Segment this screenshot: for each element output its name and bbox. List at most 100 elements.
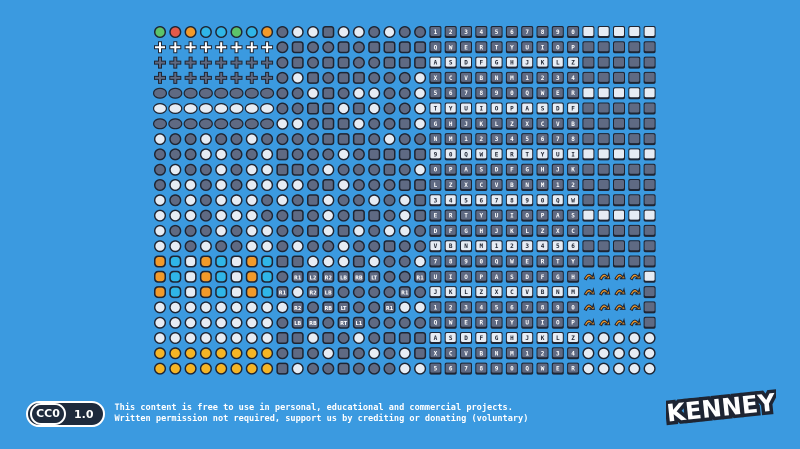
sprite-tile: Q: [490, 255, 503, 268]
sprite-tile: 2: [444, 26, 457, 38]
key-label: G: [464, 228, 468, 235]
sprite-tile: [215, 148, 228, 161]
key-label: R: [541, 259, 545, 266]
sprite-tile: A: [490, 270, 503, 283]
sprite-tile: [643, 286, 656, 299]
sprite-tile: [229, 118, 244, 130]
sprite-tile: [398, 347, 411, 360]
sprite-tile: [245, 286, 258, 299]
sprite-tile: 0: [444, 148, 457, 161]
sprite-tile: [245, 270, 258, 283]
sprite-tile: B: [536, 286, 549, 299]
sprite-tile: S: [567, 209, 580, 222]
sprite-tile: 5: [521, 133, 534, 146]
sprite-tile: [643, 148, 656, 161]
sprite-tile: R: [475, 316, 488, 329]
sprite-tile: [383, 240, 396, 253]
sprite-tile: [368, 26, 381, 38]
key-label: Q: [525, 90, 529, 97]
sprite-tile: [337, 347, 350, 360]
sprite-tile: K: [475, 117, 488, 130]
sprite-tile: [291, 240, 304, 253]
sprite-tile: [352, 71, 365, 84]
sprite-tile: [643, 209, 656, 222]
key-label: D: [434, 228, 438, 235]
key-label: Q: [464, 151, 468, 158]
key-label: 9: [525, 197, 529, 204]
cc-license-badge[interactable]: CC0 1.0: [26, 401, 105, 427]
sprite-tile: [307, 41, 319, 54]
sprite-tile: N: [551, 286, 564, 299]
sprite-tile: 3: [521, 240, 534, 253]
sprite-tile: [230, 56, 243, 69]
sprite-tile: [628, 87, 641, 100]
sprite-tile: [244, 87, 259, 99]
sprite-tile: Y: [444, 102, 457, 115]
sprite-tile: [613, 117, 625, 130]
kenney-logo[interactable]: KENNEY: [662, 385, 781, 431]
sprite-tile: [337, 240, 350, 253]
sprite-tile: 5: [490, 26, 503, 38]
sprite-tile: A: [460, 163, 472, 176]
key-label: 2: [571, 182, 575, 189]
sprite-tile: 0: [536, 194, 549, 207]
sprite-tile: [597, 56, 610, 69]
sprite-tile: [613, 87, 625, 100]
sprite-tile: Q: [551, 194, 564, 207]
sprite-tile: [337, 41, 350, 54]
sprite-tile: [414, 255, 427, 268]
sprite-tile: [154, 209, 166, 222]
sprite-tile: [613, 41, 625, 54]
sprite-tile: [614, 317, 626, 327]
sprite-tile: [599, 317, 611, 327]
sprite-tile: LB: [322, 286, 335, 299]
sprite-tile: [199, 26, 212, 38]
key-label: 0: [510, 366, 514, 373]
sprite-tile: 5: [460, 194, 472, 207]
key-label: N: [434, 136, 438, 143]
key-label: W: [541, 366, 545, 373]
key-label: K: [571, 167, 575, 174]
sprite-tile: L: [460, 286, 472, 299]
sprite-tile: [184, 224, 197, 237]
key-label: M: [571, 289, 575, 296]
key-label: Z: [510, 121, 514, 128]
key-label: P: [571, 44, 575, 51]
shoulder-label: R2: [309, 291, 317, 297]
sprite-tile: [261, 286, 274, 299]
sprite-tile: [154, 194, 166, 207]
sprite-tile: 5: [490, 301, 503, 314]
sprite-tile: [307, 240, 319, 253]
sprite-tile: [643, 26, 656, 38]
sprite-tile: H: [536, 163, 549, 176]
sprite-tile: 7: [429, 255, 442, 268]
sprite-tile: [184, 179, 197, 191]
sprite-tile: [368, 209, 381, 222]
sprite-tile: [628, 102, 641, 115]
key-label: 2: [510, 243, 514, 250]
key-label: M: [479, 243, 483, 250]
sprite-tile: [597, 117, 610, 130]
sprite-tile: E: [551, 87, 564, 100]
sprite-tile: [398, 362, 411, 375]
sprite-tile: LT: [337, 301, 350, 314]
key-label: C: [449, 350, 453, 357]
sprite-tile: [245, 240, 258, 253]
sprite-tile: [322, 87, 335, 100]
sprite-tile: 8: [567, 133, 580, 146]
key-label: X: [495, 289, 499, 296]
sprite-tile: [582, 179, 595, 191]
key-label: Z: [541, 228, 545, 235]
sprite-tile: [169, 332, 182, 344]
sprite-tile: [276, 316, 289, 329]
key-label: X: [434, 350, 438, 357]
sprite-tile: [628, 209, 641, 222]
sprite-tile: 6: [444, 87, 457, 100]
sprite-tile: [414, 286, 427, 299]
sprite-tile: [383, 362, 396, 375]
sprite-tile: [199, 163, 212, 176]
sprite-tile: [643, 117, 656, 130]
sprite-tile: Z: [505, 117, 518, 130]
sprite-tile: [322, 56, 335, 69]
key-label: I: [510, 213, 514, 220]
